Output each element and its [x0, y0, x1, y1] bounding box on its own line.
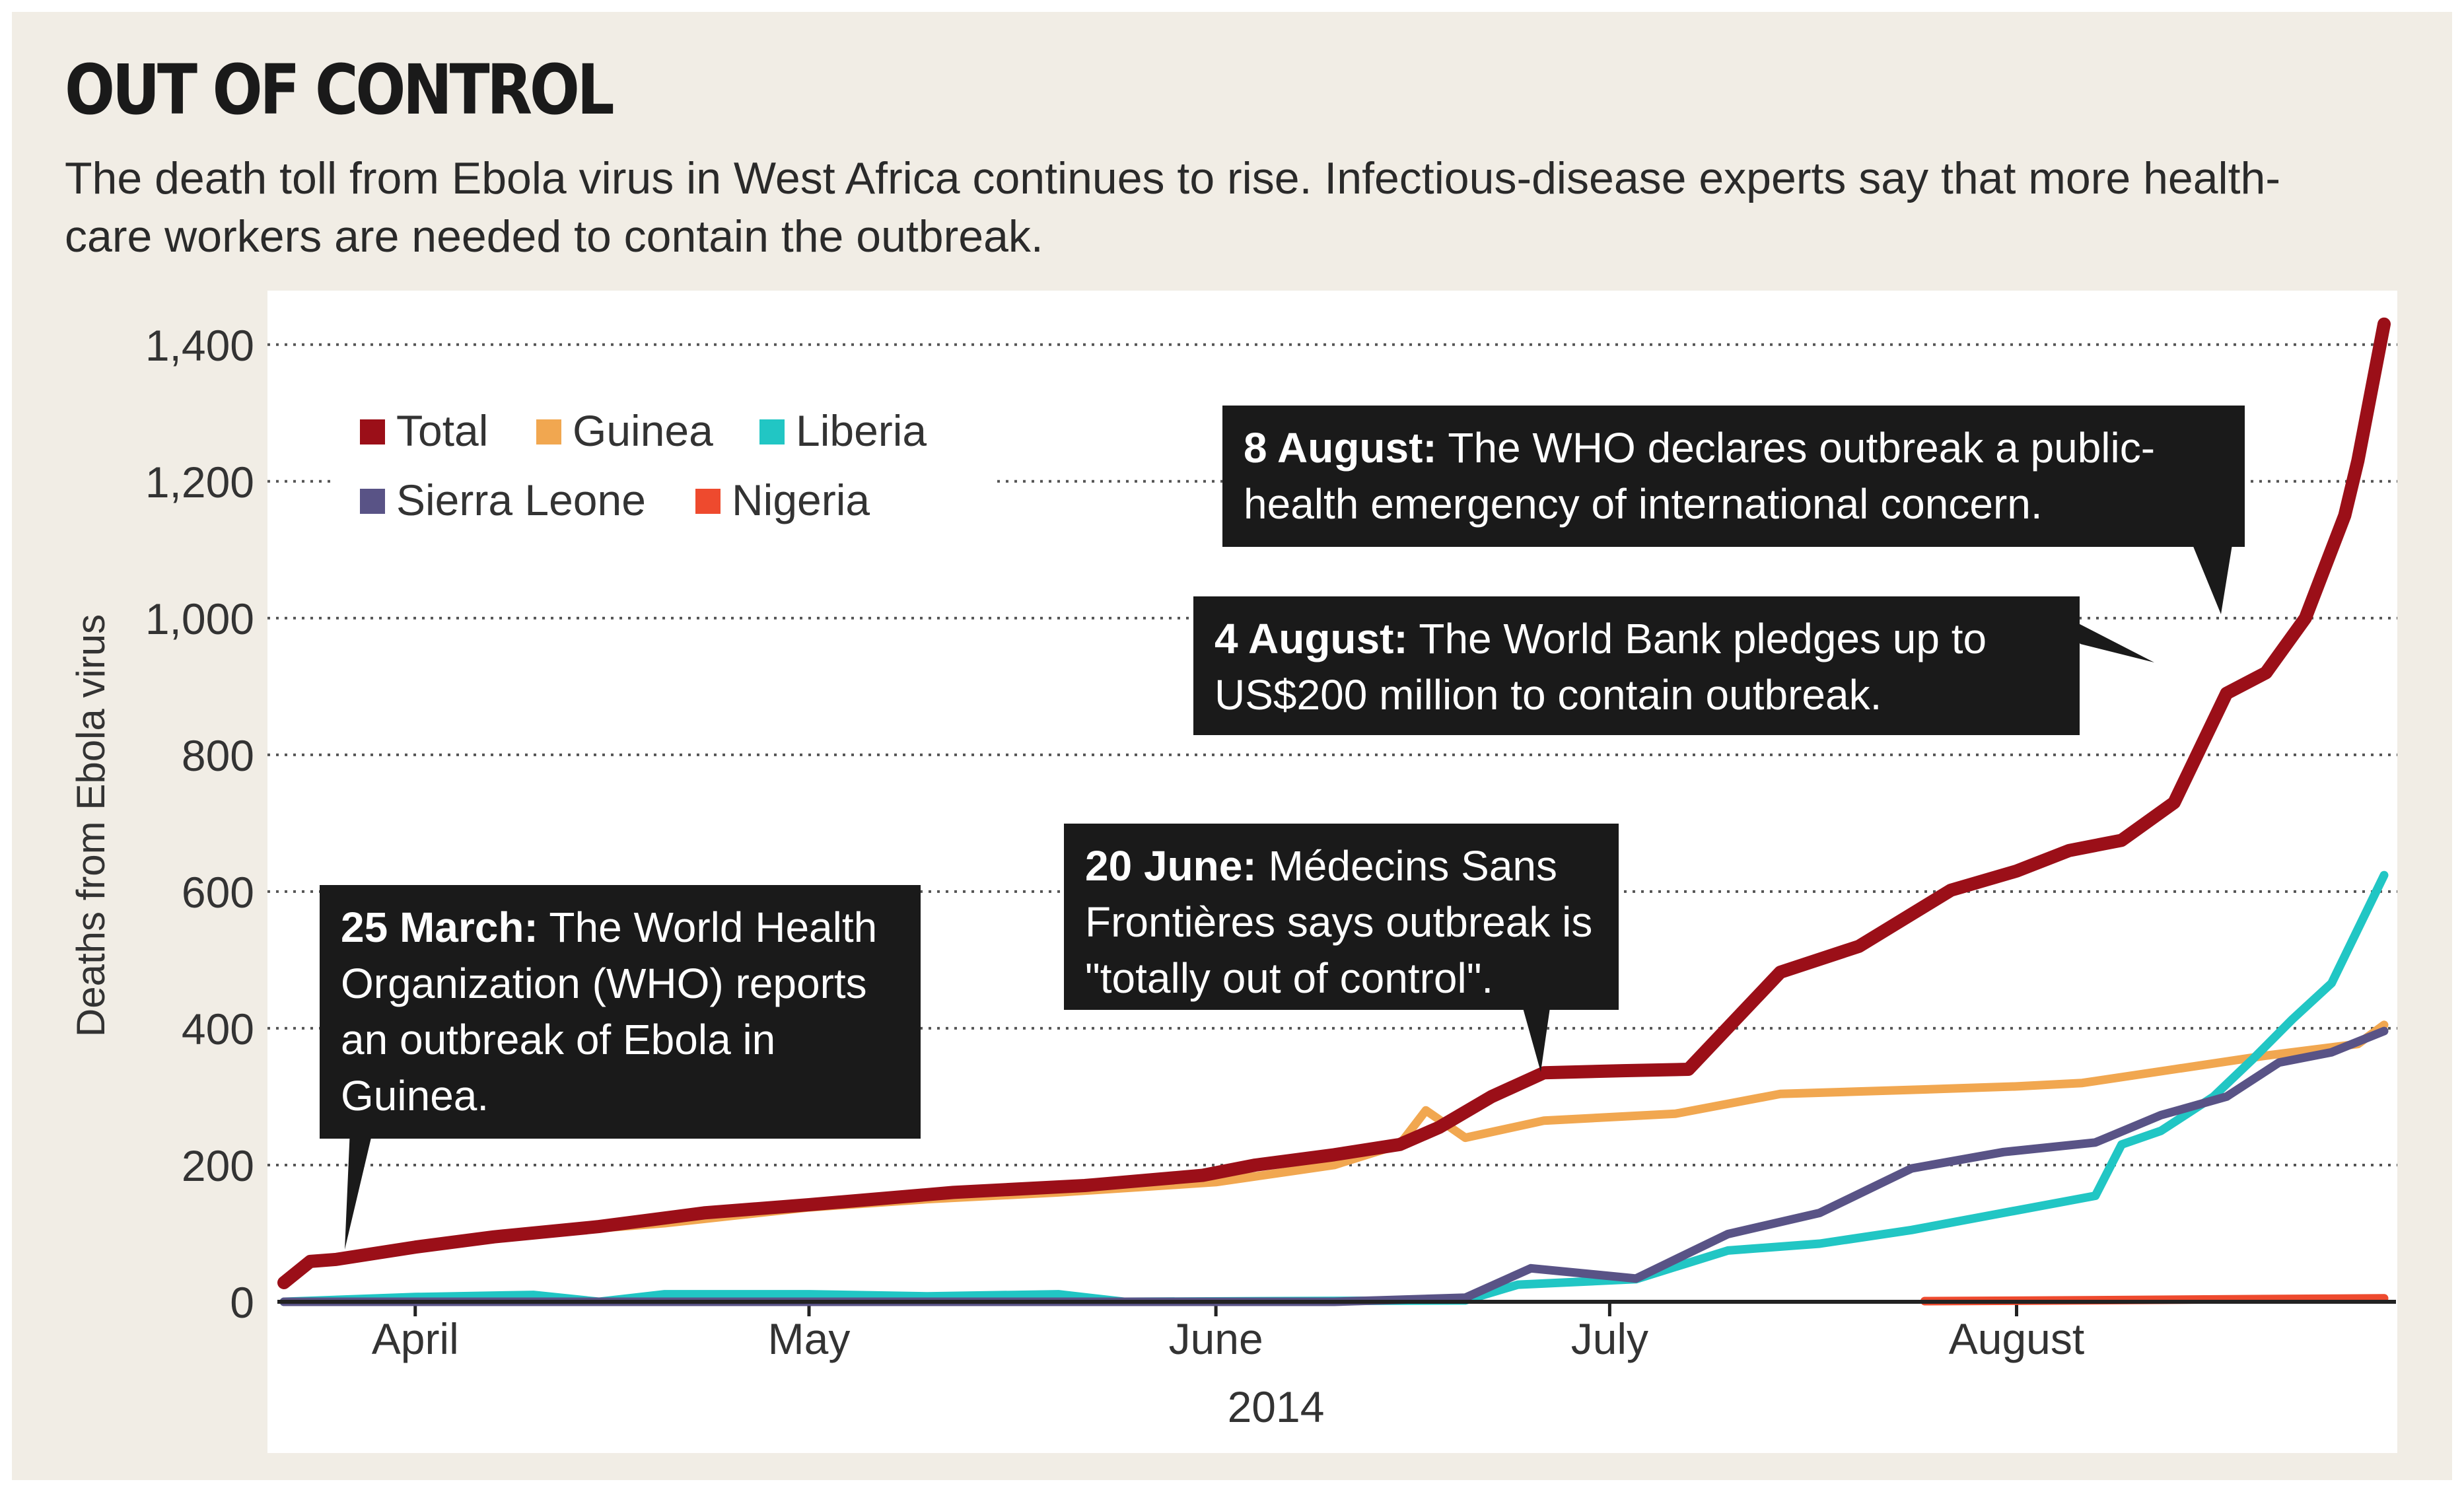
annotation-25-march: 25 March: The World Health Organization … [320, 885, 921, 1139]
chart-title: OUT OF CONTROL [65, 50, 615, 130]
annotation-8-august: 8 August: The WHO declares outbreak a pu… [1222, 406, 2245, 547]
pointer-20-june [1519, 994, 1552, 1072]
annotation-text: The World Bank pledges up to US$200 mill… [1214, 615, 1987, 719]
annotation-date: 8 August: [1244, 424, 1437, 472]
y-axis-ticks: 0 200 400 600 800 1,000 1,200 1,400 [145, 321, 254, 1327]
legend: Total Guinea Liberia Sierra Leone Nigeria [334, 396, 994, 555]
legend-label-sierra-leone: Sierra Leone [396, 476, 646, 524]
y-tick-label: 800 [182, 731, 254, 780]
annotation-text: Médecins Sans Frontières says outbreak i… [1085, 842, 1593, 1002]
x-axis-label: 2014 [1228, 1382, 1325, 1431]
y-axis-label: Deaths from Ebola virus [69, 614, 113, 1037]
x-tick-label: May [768, 1314, 851, 1363]
pointer-25-march [345, 1129, 373, 1250]
annotation-text: The WHO declares outbreak a public-healt… [1244, 424, 2156, 528]
legend-label-total: Total [396, 406, 488, 455]
pointer-8-august [2193, 545, 2232, 614]
y-tick-label: 0 [230, 1278, 254, 1327]
annotation-20-june: 20 June: Médecins Sans Frontières says o… [1064, 824, 1619, 1010]
annotation-date: 25 March: [341, 904, 538, 951]
y-tick-label: 200 [182, 1141, 254, 1190]
y-tick-label: 600 [182, 868, 254, 917]
y-tick-label: 1,200 [145, 458, 254, 507]
legend-label-liberia: Liberia [796, 406, 927, 455]
series-line-total [277, 317, 2391, 1289]
legend-swatch-guinea [536, 419, 561, 444]
y-tick-label: 400 [182, 1005, 254, 1053]
legend-swatch-sierra-leone [360, 489, 385, 514]
x-tick-label: July [1571, 1314, 1648, 1363]
series-lines [277, 317, 2391, 1306]
annotation-date: 4 August: [1214, 615, 1408, 662]
y-tick-label: 1,000 [145, 594, 254, 643]
pointer-4-august [2060, 614, 2154, 662]
chart-subtitle: The death toll from Ebola virus in West … [65, 153, 2281, 262]
legend-label-guinea: Guinea [573, 406, 713, 455]
x-tick-label: April [372, 1314, 459, 1363]
legend-background [334, 396, 994, 555]
series-line-sierra-leone [279, 1026, 2389, 1306]
legend-swatch-nigeria [695, 489, 721, 514]
annotation-4-august: 4 August: The World Bank pledges up to U… [1193, 596, 2080, 735]
x-tick-label: June [1169, 1314, 1263, 1363]
legend-label-nigeria: Nigeria [732, 476, 870, 524]
annotation-pointers [345, 545, 2232, 1250]
x-tick-label: August [1949, 1314, 2084, 1363]
x-axis-ticks: April May June July August [372, 1302, 2084, 1363]
legend-swatch-total [360, 419, 385, 444]
legend-swatch-liberia [759, 419, 785, 444]
annotation-date: 20 June: [1085, 842, 1257, 890]
series-line-liberia [279, 870, 2389, 1306]
y-tick-label: 1,400 [145, 321, 254, 370]
annotation-text: The World Health Organization (WHO) repo… [341, 904, 878, 1119]
